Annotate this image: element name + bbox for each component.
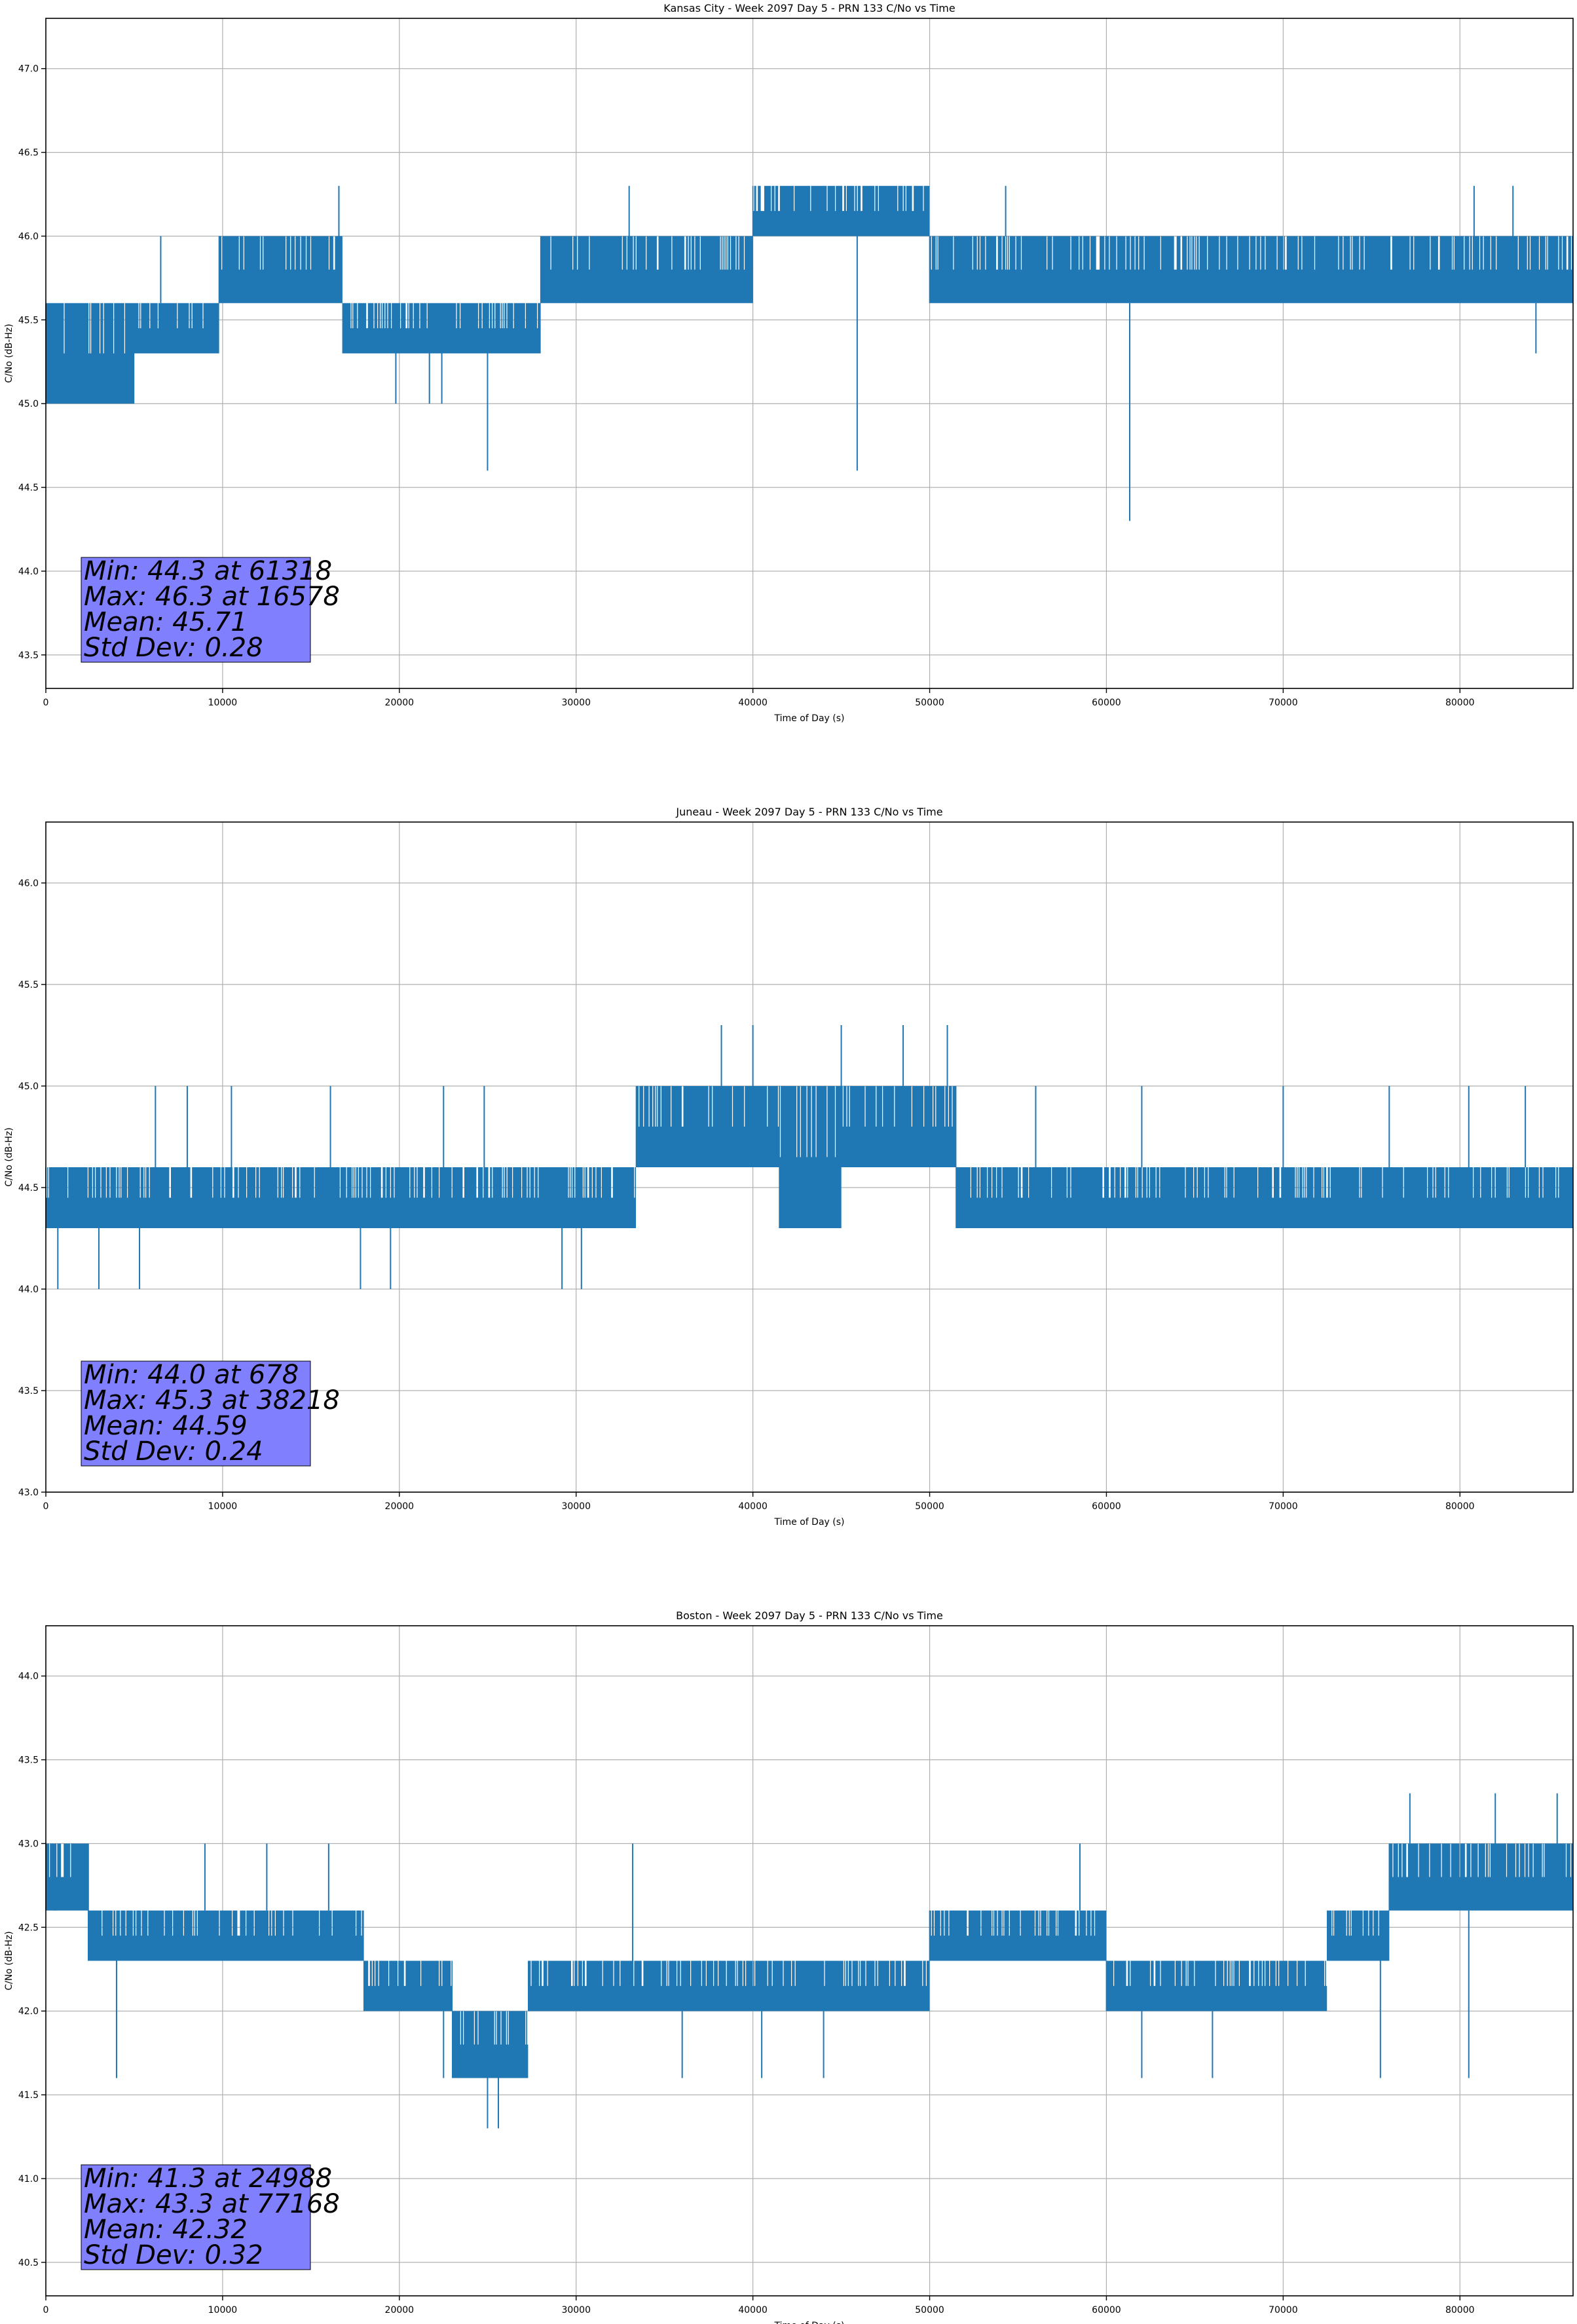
x-tick-label: 80000 [1445,698,1475,708]
x-tick-label: 60000 [1092,2305,1121,2315]
stats-line: Mean: 45.71 [84,607,248,637]
y-tick-label: 43.5 [18,1755,39,1766]
x-axis-label: Time of Day (s) [774,2321,845,2324]
y-tick-label: 44.0 [18,567,39,577]
x-tick-label: 80000 [1445,1501,1475,1512]
x-tick-label: 0 [43,2305,49,2315]
x-tick-label: 40000 [738,1501,768,1512]
y-tick-label: 44.0 [18,1672,39,1682]
y-tick-label: 42.5 [18,1922,39,1933]
x-tick-label: 60000 [1092,698,1121,708]
x-tick-label: 30000 [561,698,591,708]
x-tick-label: 0 [43,1501,49,1512]
y-tick-label: 44.5 [18,483,39,493]
stats-line: Min: 44.0 at 678 [84,1360,299,1390]
stats-line: Std Dev: 0.28 [84,633,263,663]
x-tick-label: 50000 [915,2305,944,2315]
stats-line: Min: 44.3 at 61318 [84,556,332,586]
chart-panel-1: 0 10000 20000 30000 40000 50000 60000 70000 8000… [4,2,1574,724]
stats-line: Std Dev: 0.24 [84,1436,263,1467]
y-axis-label: C/No (dB-Hz) [4,324,14,383]
y-tick-label: 44.0 [18,1284,39,1295]
x-tick-label: 60000 [1092,1501,1121,1512]
plot-frame [45,821,1574,1493]
x-tick-label: 10000 [208,1501,238,1512]
stats-box [81,2164,311,2270]
x-tick-label: 30000 [561,2305,591,2315]
y-tick-label: 46.0 [18,231,39,242]
stats-line: Max: 45.3 at 38218 [84,1385,340,1415]
stats-line: Max: 46.3 at 16578 [84,582,340,612]
y-tick-label: 45.5 [18,980,39,990]
x-tick-label: 50000 [915,1501,944,1512]
stats-line: Max: 43.3 at 77168 [84,2189,340,2219]
x-tick-label: 40000 [738,2305,768,2315]
y-tick-label: 42.0 [18,2006,39,2017]
x-tick-label: 20000 [385,2305,415,2315]
x-tick-label: 50000 [915,698,944,708]
y-tick-label: 45.0 [18,1081,39,1092]
plot-frame [45,1625,1574,2296]
x-axis-label: Time of Day (s) [774,1517,845,1527]
x-tick-label: 70000 [1269,1501,1298,1512]
stats-box [81,1360,311,1467]
x-tick-label: 20000 [385,1501,415,1512]
chart-panel-2: 0 10000 20000 30000 40000 50000 60000 70000 8000… [4,806,1574,1527]
y-tick-label: 43.0 [18,1839,39,1849]
x-tick-label: 0 [43,698,49,708]
chart-title: Boston - Week 2097 Day 5 - PRN 133 C/No … [676,1609,943,1622]
x-tick-label: 10000 [208,2305,238,2315]
stats-line: Min: 41.3 at 24988 [84,2164,332,2194]
y-tick-label: 45.5 [18,315,39,326]
stats-line: Mean: 42.32 [84,2215,248,2245]
x-axis-label: Time of Day (s) [774,713,845,724]
y-tick-label: 43.5 [18,650,39,661]
plot-frame [45,18,1574,689]
x-tick-label: 30000 [561,1501,591,1512]
y-tick-label: 43.0 [18,1488,39,1498]
y-tick-label: 43.5 [18,1386,39,1396]
x-tick-label: 10000 [208,698,238,708]
chart-title: Kansas City - Week 2097 Day 5 - PRN 133 … [663,2,955,14]
x-tick-label: 70000 [1269,698,1298,708]
y-axis-label: C/No (dB-Hz) [4,1931,14,1990]
y-tick-label: 47.0 [18,64,39,75]
chart-panel-3: 0 10000 20000 30000 40000 50000 60000 70000 8000… [4,1609,1574,2324]
x-tick-label: 40000 [738,698,768,708]
stats-line: Std Dev: 0.32 [84,2240,263,2270]
x-tick-label: 20000 [385,698,415,708]
stats-box [81,557,311,663]
y-tick-label: 44.5 [18,1183,39,1193]
chart-title: Juneau - Week 2097 Day 5 - PRN 133 C/No … [675,806,942,818]
x-tick-label: 70000 [1269,2305,1298,2315]
x-tick-label: 80000 [1445,2305,1475,2315]
y-tick-label: 45.0 [18,399,39,409]
y-tick-label: 46.0 [18,878,39,889]
y-tick-label: 40.5 [18,2258,39,2268]
stats-line: Mean: 44.59 [84,1411,248,1441]
y-tick-label: 41.0 [18,2174,39,2184]
y-axis-label: C/No (dB-Hz) [4,1127,14,1186]
y-tick-label: 41.5 [18,2090,39,2101]
y-tick-label: 46.5 [18,148,39,159]
